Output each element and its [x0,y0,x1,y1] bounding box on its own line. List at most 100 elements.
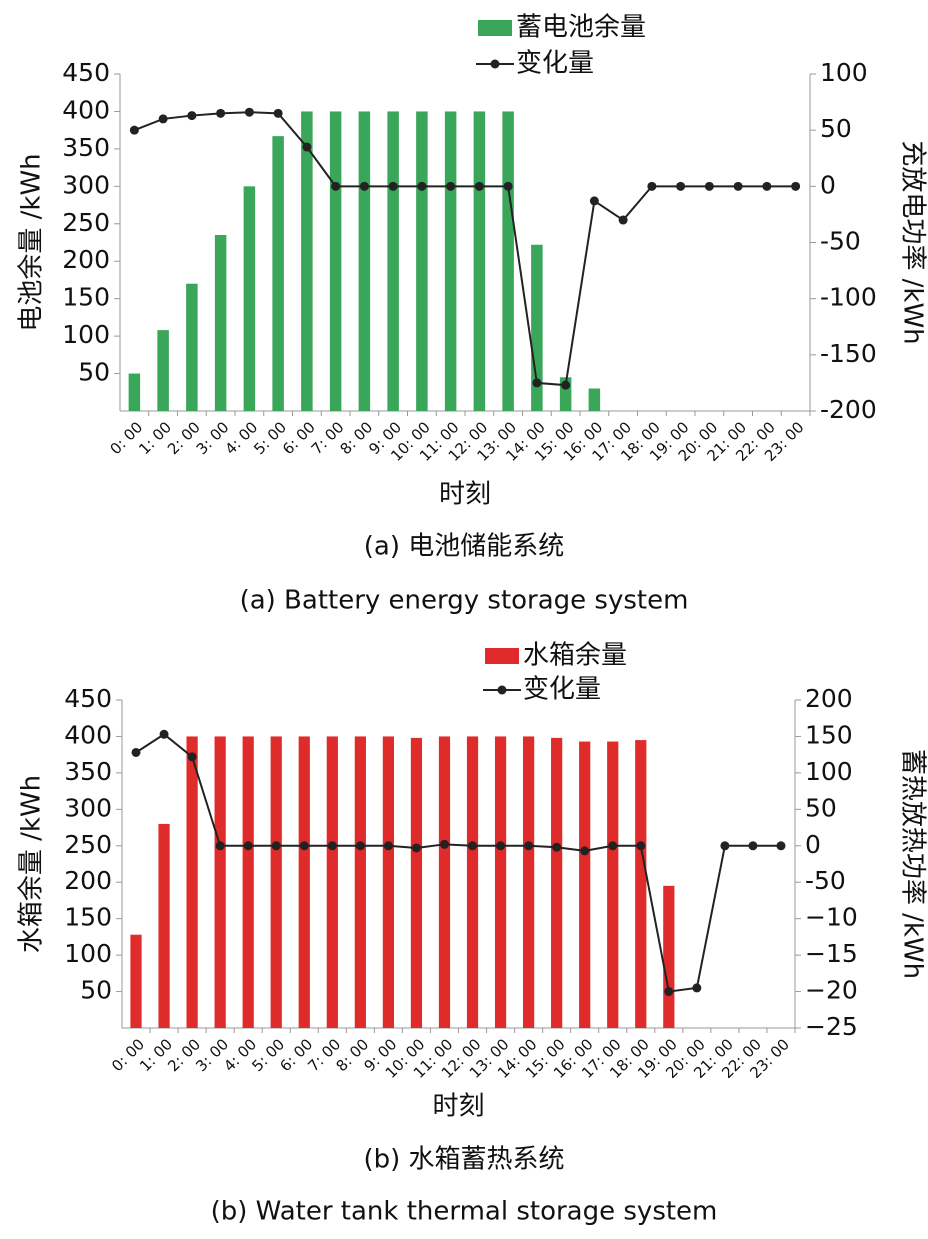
marker [216,108,226,118]
y-tick-label: 50 [80,976,112,1005]
y-tick-label: 350 [64,757,112,786]
y-tick-label: 100 [64,939,112,968]
y-tick-label: 200 [64,866,112,895]
caption: (b) 水箱蓄热系统 [363,1145,564,1175]
x-tick-label: 1: 00 [135,418,175,458]
bar [272,136,284,411]
bar [635,740,647,1028]
bar [522,736,535,1028]
x-tick-label: 7: 00 [308,418,348,458]
y-tick-label: 350 [62,133,110,162]
marker [503,181,513,191]
y-tick-label: 150 [64,903,112,932]
y2-tick-label: 0 [820,170,836,199]
legend-marker [497,685,507,695]
y2-tick-label: 100 [820,58,868,87]
marker [636,841,646,851]
bar [502,111,514,411]
bar [588,388,601,411]
marker [215,841,225,851]
y-tick-label: 250 [64,830,112,859]
x-tick-label: 3: 00 [193,418,233,458]
legend-label: 变化量 [516,49,594,79]
bar [358,111,371,411]
x-tick-label: 2: 00 [164,418,204,458]
y2-tick-label: −10 [805,903,858,932]
y2-tick-label: 100 [805,757,853,786]
bar [128,373,141,411]
bar [158,823,170,1028]
y-tick-label: 400 [64,720,112,749]
x-tick-label: 8: 00 [336,418,376,458]
bar [214,736,226,1028]
bar [531,244,543,411]
bar [663,885,675,1028]
caption-en: (b) Water tank thermal storage system [211,1197,718,1227]
marker [331,181,341,191]
legend-swatch [485,648,519,664]
bar [242,736,254,1028]
y2-axis-label: 蓄热放热功率 /kWh [898,749,928,979]
marker [187,111,197,121]
marker [159,729,169,739]
bar [326,736,338,1028]
marker [532,378,542,388]
marker [589,196,599,206]
marker [383,841,393,851]
marker [244,107,254,117]
bar [157,330,169,411]
y2-tick-label: 200 [805,684,853,713]
marker [411,843,421,853]
bar [444,111,457,411]
bar [438,736,451,1028]
marker [704,181,714,191]
bar [387,111,399,411]
bar [186,283,198,411]
marker [608,841,618,851]
y-tick-label: 400 [62,95,110,124]
x-tick-label: 5: 00 [250,418,290,458]
x-tick-label: 6: 00 [279,418,319,458]
bar [354,736,366,1028]
marker [439,839,449,849]
marker [720,841,730,851]
y-tick-label: 450 [64,684,112,713]
bar [579,741,591,1028]
y2-tick-label: 0 [805,830,821,859]
marker [327,841,337,851]
marker [776,841,786,851]
y2-axis-label: 充放电功率 /kWh [898,140,928,344]
bar [551,737,563,1028]
marker [271,841,281,851]
y-tick-label: 200 [62,245,110,274]
y2-tick-label: -100 [820,283,877,312]
y-tick-label: 250 [62,208,110,237]
marker [158,114,168,124]
marker [618,215,628,225]
marker [359,181,369,191]
bar [186,736,198,1028]
x-axis-label: 时刻 [439,480,491,510]
marker [676,181,686,191]
y2-tick-label: −15 [805,939,858,968]
bar [243,186,256,411]
line [135,733,781,993]
caption-en: (a) Battery energy storage system [240,586,689,616]
y-tick-label: 50 [78,358,110,387]
legend-label: 蓄电池余量 [516,13,646,43]
y2-tick-label: -200 [820,395,877,424]
legend-swatch [478,20,512,36]
marker [273,108,283,118]
bar [298,736,310,1028]
y-axis-label: 水箱余量 /kWh [17,775,47,953]
bar [494,736,507,1028]
y2-tick-label: −20 [805,976,858,1005]
marker [446,181,456,191]
marker [474,181,484,191]
marker [468,841,478,851]
y2-tick-label: −25 [805,1012,858,1041]
marker [692,983,702,993]
marker [129,125,139,135]
marker [355,841,365,851]
